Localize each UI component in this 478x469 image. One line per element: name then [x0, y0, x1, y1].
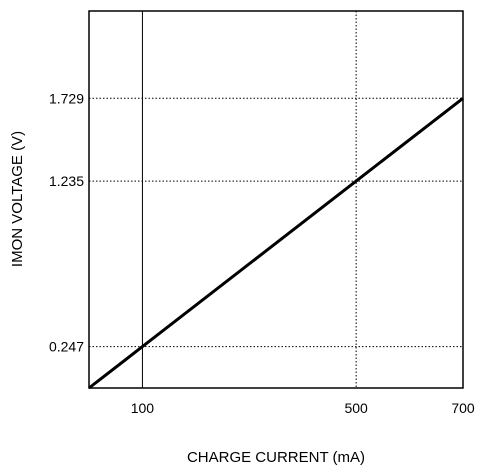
plot-frame	[88, 10, 464, 389]
x-tick-labels: 100 500 700	[131, 400, 475, 416]
y-axis-label: IMON VOLTAGE (V)	[9, 131, 26, 267]
x-tick-label: 700	[451, 400, 475, 416]
y-tick-label: 0.247	[49, 339, 84, 355]
series-layer	[88, 97, 464, 390]
y-tick-label: 1.729	[49, 90, 84, 106]
series-line	[88, 97, 464, 390]
x-tick-label: 100	[131, 400, 155, 416]
x-axis-label: CHARGE CURRENT (mA)	[187, 449, 365, 466]
x-tick-label: 500	[344, 400, 368, 416]
y-tick-labels: 0.247 1.235 1.729	[49, 90, 84, 354]
grid-lines	[89, 11, 463, 388]
y-tick-label: 1.235	[49, 173, 84, 189]
